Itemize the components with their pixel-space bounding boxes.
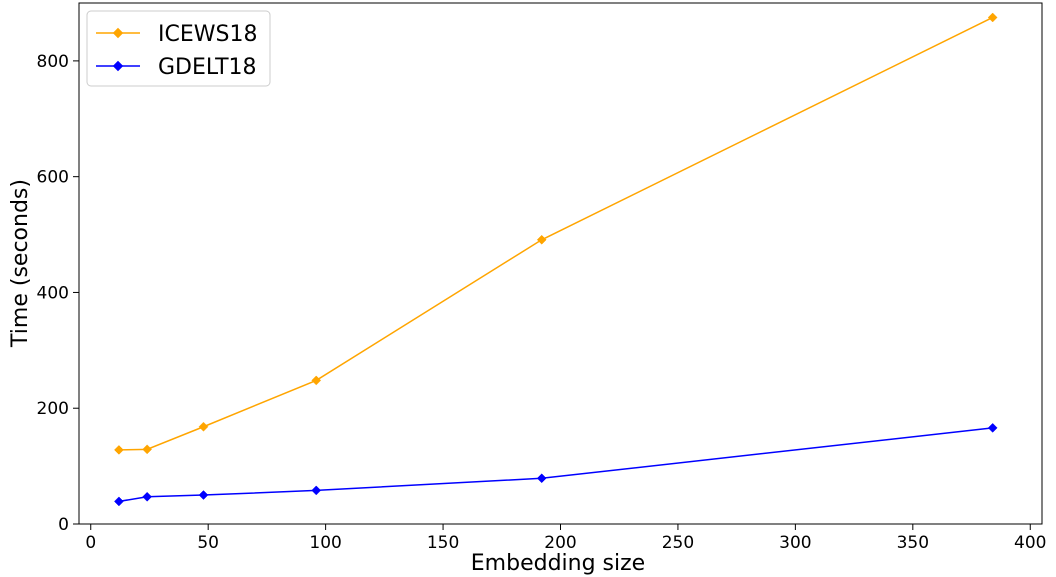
legend: ICEWS18 GDELT18 (86, 10, 271, 87)
data-point-gdelt18 (311, 485, 322, 496)
data-point-icews18 (311, 375, 322, 386)
data-point-icews18 (142, 444, 152, 455)
series-layer (114, 12, 998, 507)
data-point-gdelt18 (142, 491, 152, 502)
data-point-icews18 (536, 234, 547, 245)
data-point-gdelt18 (987, 423, 998, 433)
x-tick-label: 100 (309, 533, 341, 553)
series-line-gdelt18 (118, 427, 993, 503)
legend-label-gdelt18: GDELT18 (158, 55, 257, 80)
x-tick-label: 250 (662, 533, 694, 553)
legend-marker-icews18 (112, 27, 124, 39)
data-point-icews18 (198, 421, 209, 432)
plot-area (78, 2, 1043, 525)
data-point-icews18 (987, 12, 998, 23)
data-point-gdelt18 (114, 496, 124, 507)
x-tick-label: 50 (197, 533, 219, 553)
x-tick-label: 400 (1014, 533, 1046, 553)
x-tick-label: 0 (85, 533, 96, 553)
x-axis-ticks: 0 50 100 150 200 250 300 350 400 (85, 524, 1046, 553)
y-tick-label: 0 (58, 515, 69, 535)
legend-marker-gdelt18 (112, 60, 124, 72)
y-tick-label: 600 (37, 168, 69, 188)
x-tick-label: 150 (427, 533, 459, 553)
x-axis-title: Embedding size (471, 551, 645, 576)
y-tick-label: 200 (37, 399, 69, 419)
legend-label-icews18: ICEWS18 (158, 22, 257, 47)
x-tick-label: 350 (897, 533, 929, 553)
x-tick-label: 300 (779, 533, 811, 553)
y-tick-label: 800 (37, 52, 69, 72)
y-axis-ticks: 0 200 400 600 800 (37, 52, 79, 535)
y-axis-title: Time (seconds) (8, 179, 33, 348)
data-point-gdelt18 (198, 490, 209, 500)
legend-frame (86, 10, 271, 87)
x-tick-label: 200 (544, 533, 576, 553)
data-point-icews18 (114, 445, 124, 455)
data-point-gdelt18 (536, 473, 547, 484)
y-tick-label: 400 (37, 283, 69, 303)
